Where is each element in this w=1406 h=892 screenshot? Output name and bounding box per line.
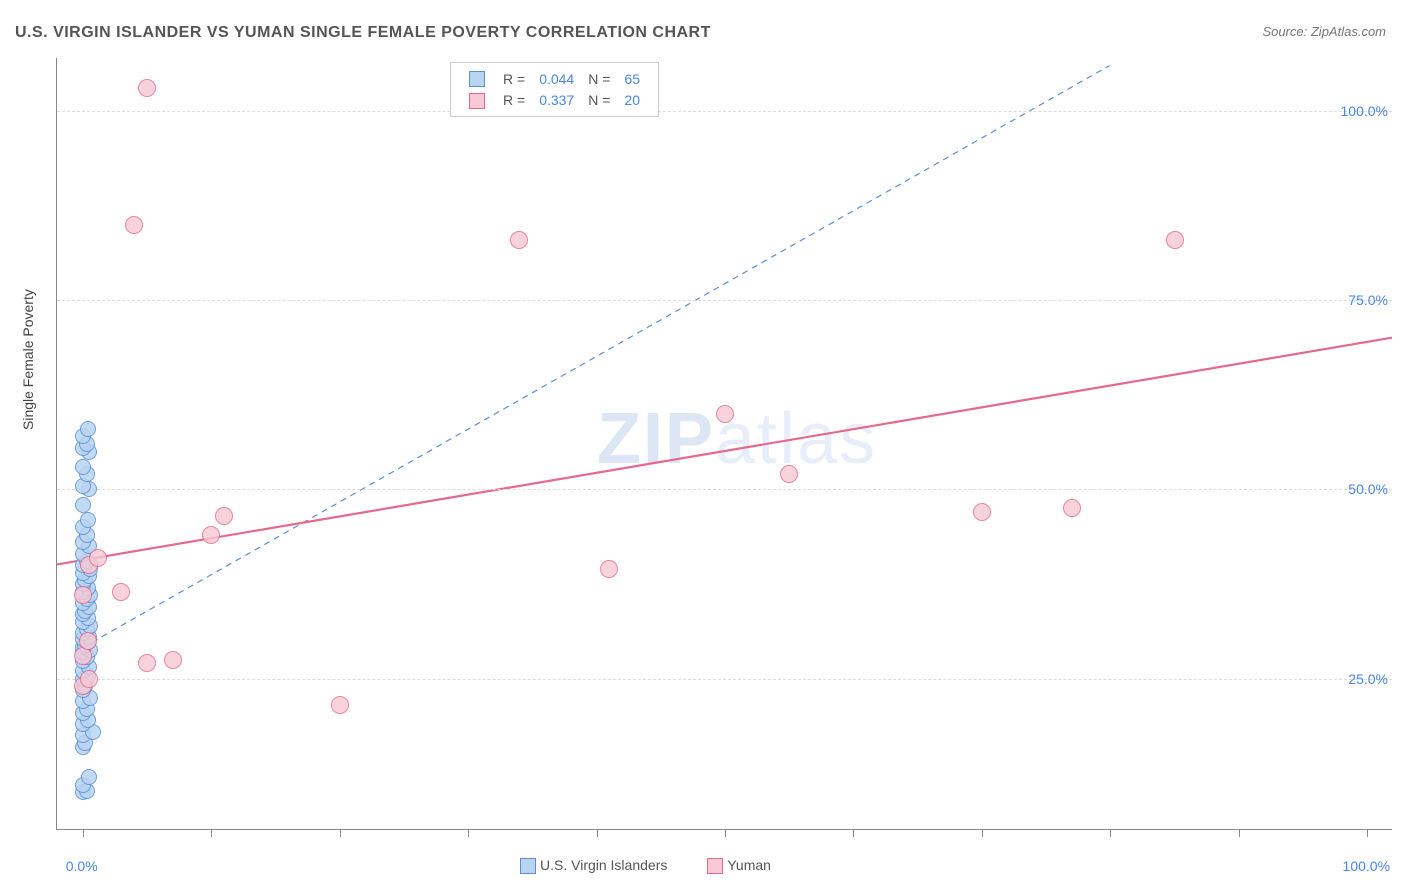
gridline <box>57 679 1392 680</box>
scatter-point-usvi <box>80 421 96 437</box>
scatter-point-yuman <box>331 696 349 714</box>
r-label: R = <box>497 69 531 88</box>
scatter-point-yuman <box>112 583 130 601</box>
chart-title: U.S. VIRGIN ISLANDER VS YUMAN SINGLE FEM… <box>15 24 711 42</box>
y-axis-label: Single Female Poverty <box>20 289 36 430</box>
x-tick-label: 0.0% <box>66 858 98 874</box>
scatter-point-yuman <box>138 79 156 97</box>
x-tick <box>1110 829 1111 837</box>
scatter-point-yuman <box>215 507 233 525</box>
r-value: 0.044 <box>533 69 580 88</box>
x-tick <box>1367 829 1368 837</box>
scatter-point-yuman <box>1166 231 1184 249</box>
x-tick <box>468 829 469 837</box>
gridline <box>57 111 1392 112</box>
gridline <box>57 300 1392 301</box>
legend-swatch <box>707 858 723 874</box>
x-tick <box>340 829 341 837</box>
scatter-point-yuman <box>80 670 98 688</box>
y-tick-label: 100.0% <box>1341 103 1388 119</box>
trend-lines-layer <box>57 58 1392 829</box>
x-tick <box>1239 829 1240 837</box>
scatter-point-yuman <box>973 503 991 521</box>
scatter-point-yuman <box>74 586 92 604</box>
y-tick-label: 75.0% <box>1348 292 1388 308</box>
x-tick <box>83 829 84 837</box>
scatter-point-usvi <box>75 497 91 513</box>
scatter-point-yuman <box>202 526 220 544</box>
x-tick <box>853 829 854 837</box>
x-tick <box>725 829 726 837</box>
n-label: N = <box>582 90 616 109</box>
scatter-point-yuman <box>510 231 528 249</box>
r-value: 0.337 <box>533 90 580 109</box>
legend-swatch <box>469 71 485 87</box>
scatter-point-yuman <box>138 654 156 672</box>
n-label: N = <box>582 69 616 88</box>
scatter-point-yuman <box>600 560 618 578</box>
x-tick-label: 100.0% <box>1343 858 1390 874</box>
chart-container: U.S. VIRGIN ISLANDER VS YUMAN SINGLE FEM… <box>0 0 1406 892</box>
scatter-point-yuman <box>1063 499 1081 517</box>
legend-swatch <box>520 858 536 874</box>
scatter-point-usvi <box>75 459 91 475</box>
x-tick <box>597 829 598 837</box>
scatter-point-yuman <box>780 465 798 483</box>
correlation-legend: R =0.044N =65 R =0.337N =20 <box>450 62 659 117</box>
scatter-point-yuman <box>125 216 143 234</box>
x-tick <box>982 829 983 837</box>
gridline <box>57 489 1392 490</box>
legend-swatch <box>469 93 485 109</box>
y-tick-label: 25.0% <box>1348 671 1388 687</box>
legend-label: U.S. Virgin Islanders <box>540 857 667 873</box>
scatter-point-usvi <box>80 512 96 528</box>
n-value: 65 <box>618 69 646 88</box>
watermark-zip: ZIP <box>597 399 715 479</box>
r-label: R = <box>497 90 531 109</box>
legend-label: Yuman <box>727 857 771 873</box>
series-legend: U.S. Virgin Islanders Yuman <box>520 857 811 874</box>
n-value: 20 <box>618 90 646 109</box>
scatter-point-yuman <box>79 632 97 650</box>
trend-line-yuman <box>57 338 1392 565</box>
scatter-point-usvi <box>81 769 97 785</box>
plot-area: ZIPatlas <box>56 58 1392 830</box>
watermark-atlas: atlas <box>715 399 877 479</box>
trend-line-usvi <box>83 66 1110 648</box>
source-attribution: Source: ZipAtlas.com <box>1262 24 1386 39</box>
scatter-point-yuman <box>164 651 182 669</box>
scatter-point-yuman <box>89 549 107 567</box>
scatter-point-yuman <box>716 405 734 423</box>
watermark: ZIPatlas <box>597 398 877 480</box>
x-tick <box>211 829 212 837</box>
y-tick-label: 50.0% <box>1348 481 1388 497</box>
